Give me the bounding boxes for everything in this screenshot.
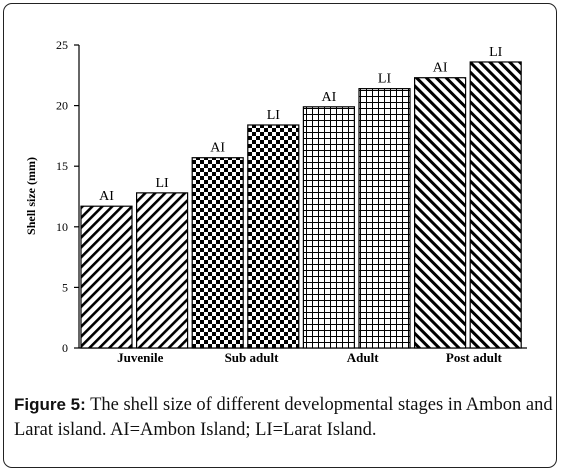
y-tick-label: 25 <box>56 38 68 52</box>
bar-label: AI <box>433 61 448 76</box>
bar-ai-juvenile <box>80 205 133 349</box>
x-category-label: Juvenile <box>117 350 163 365</box>
bar-label: AI <box>99 189 114 204</box>
bar-ai-post-adult <box>414 77 467 349</box>
caption-label: Figure 5: <box>14 395 86 414</box>
figure-caption: Figure 5: The shell size of different de… <box>14 392 554 443</box>
bar-label: LI <box>489 45 503 60</box>
x-category-label: Adult <box>347 350 379 365</box>
x-category-labels: Juvenile Sub adult Adult Post adult <box>117 350 502 365</box>
x-category-label: Sub adult <box>225 350 280 365</box>
bar-li-post-adult <box>469 61 522 349</box>
y-ticks: 0 5 10 15 20 25 <box>56 38 79 355</box>
y-axis-label: Shell size (mm) <box>24 157 38 235</box>
x-category-label: Post adult <box>446 350 503 365</box>
bar-label: LI <box>378 72 392 87</box>
bar-label: AI <box>322 90 337 105</box>
bar-label: LI <box>155 176 169 191</box>
bar-label: LI <box>267 108 281 123</box>
bars <box>80 61 522 349</box>
bar-li-juvenile <box>136 192 189 349</box>
bar-li-sub-adult <box>247 124 300 349</box>
y-tick-label: 5 <box>62 280 68 294</box>
bar-ai-sub-adult <box>191 157 244 349</box>
y-tick-label: 20 <box>56 99 68 113</box>
y-tick-label: 10 <box>56 220 68 234</box>
bar-label: AI <box>210 141 225 156</box>
bar-labels: AI LI AI LI AI LI AI LI <box>99 45 503 204</box>
caption-text: The shell size of different developmenta… <box>14 395 553 440</box>
bar-ai-adult <box>302 106 355 349</box>
y-tick-label: 15 <box>56 159 68 173</box>
bar-li-adult <box>358 88 411 349</box>
y-tick-label: 0 <box>62 341 68 355</box>
